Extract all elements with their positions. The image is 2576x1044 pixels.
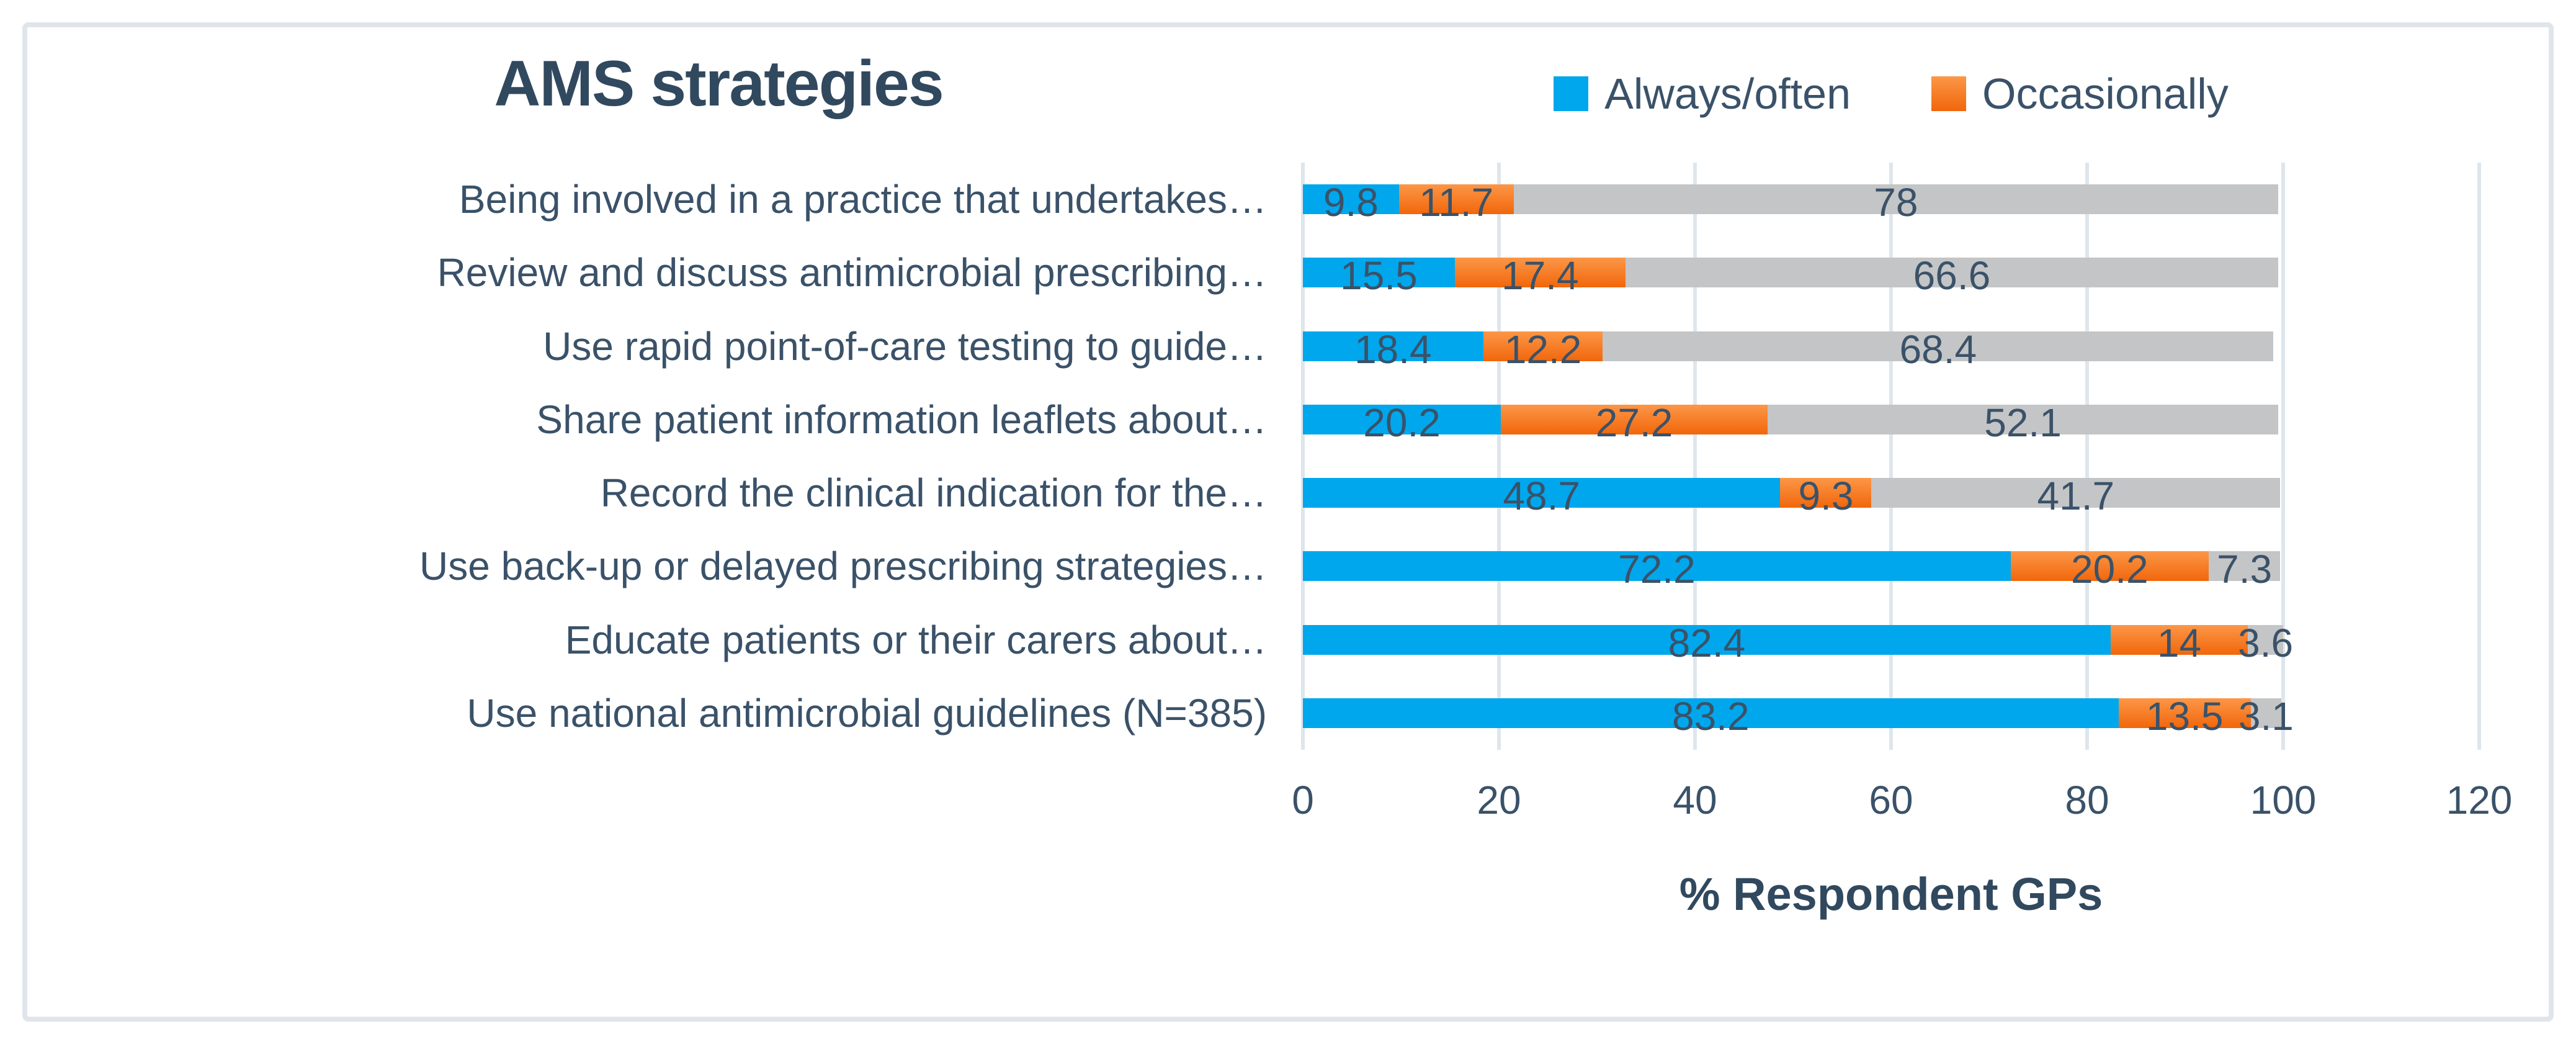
legend-swatch-always-often-icon <box>1554 76 1589 111</box>
x-tick-120: 120 <box>2446 778 2513 822</box>
gridline-80 <box>2085 163 2089 750</box>
bar-value-label: 78 <box>1874 180 1918 225</box>
bar-segment-occasionally <box>1454 258 1626 288</box>
bar-segment-occasionally <box>2110 624 2248 655</box>
x-tick-80: 80 <box>2065 778 2109 822</box>
legend: Always/often Occasionally <box>1303 60 2479 128</box>
bar-value-label: 48.7 <box>1503 474 1580 519</box>
gridline-20 <box>1497 163 1501 750</box>
bar-value-label: 17.4 <box>1501 253 1579 299</box>
bar-segment-remainder <box>1603 331 2274 361</box>
x-axis-title: % Respondent GPs <box>1679 868 2103 920</box>
bar-value-label: 20.2 <box>2071 547 2149 592</box>
bar-value-label: 14 <box>2157 620 2202 665</box>
bar-segment-remainder <box>2208 551 2281 582</box>
category-label: Use rapid point-of-care testing to guide… <box>543 323 1267 369</box>
legend-label-occasionally: Occasionally <box>1982 70 2229 118</box>
category-label: Review and discuss antimicrobial prescri… <box>437 250 1267 295</box>
x-tick-60: 60 <box>1869 778 1913 822</box>
bar-segment-remainder <box>1871 478 2281 508</box>
bar-segment-remainder <box>1513 184 2279 215</box>
legend-label-always-often: Always/often <box>1604 70 1851 118</box>
gridline-100 <box>2281 163 2285 750</box>
bar-segment-occasionally <box>2010 551 2209 582</box>
bar-segment-occasionally <box>1501 404 1768 434</box>
bar-value-label: 27.2 <box>1595 400 1673 445</box>
category-label: Use back-up or delayed prescribing strat… <box>419 544 1267 589</box>
bar-segment-occasionally <box>1483 331 1603 361</box>
bar-value-label: 18.4 <box>1354 326 1432 372</box>
bar-segment-always-often <box>1303 624 2111 655</box>
bar-segment-remainder <box>2248 624 2283 655</box>
bar-value-label: 9.3 <box>1798 474 1854 519</box>
gridline-120 <box>2477 163 2481 750</box>
x-tick-20: 20 <box>1477 778 1521 822</box>
legend-swatch-occasionally-icon <box>1931 76 1967 111</box>
bar-value-label: 52.1 <box>1984 400 2062 445</box>
category-label: Record the clinical indication for the… <box>600 470 1267 516</box>
bar-value-label: 20.2 <box>1363 400 1441 445</box>
bar-value-label: 3.6 <box>2238 620 2294 665</box>
bar-segment-always-often <box>1303 478 1781 508</box>
bar-segment-occasionally <box>1780 478 1872 508</box>
bar-value-label: 15.5 <box>1340 253 1418 299</box>
gridline-60 <box>1889 163 1893 750</box>
bar-value-label: 66.6 <box>1913 253 1991 299</box>
category-label: Educate patients or their carers about… <box>565 617 1267 662</box>
x-tick-40: 40 <box>1673 778 1717 822</box>
bar-value-label: 11.7 <box>1419 180 1494 225</box>
chart-title: AMS strategies <box>494 48 944 120</box>
bar-segment-remainder <box>1625 258 2279 288</box>
bar-value-label: 72.2 <box>1618 547 1696 592</box>
bar-value-label: 41.7 <box>2037 474 2115 519</box>
bar-value-label: 83.2 <box>1671 693 1750 739</box>
bar-segment-always-often <box>1303 404 1501 434</box>
legend-item-occasionally: Occasionally <box>1931 69 2229 119</box>
bar-value-label: 68.4 <box>1899 326 1977 372</box>
bar-segment-occasionally <box>2118 698 2251 728</box>
category-label: Being involved in a practice that undert… <box>458 177 1267 222</box>
bar-segment-always-often <box>1303 698 2119 728</box>
bar-segment-always-often <box>1303 184 1399 215</box>
bar-value-label: 82.4 <box>1668 620 1746 665</box>
x-tick-0: 0 <box>1292 778 1314 822</box>
category-label: Share patient information leaflets about… <box>536 397 1267 442</box>
bar-segment-always-often <box>1303 258 1455 288</box>
x-tick-100: 100 <box>2250 778 2317 822</box>
gridline-0 <box>1301 163 1305 750</box>
bar-segment-always-often <box>1303 551 2011 582</box>
bar-value-label: 7.3 <box>2217 547 2273 592</box>
bar-segment-remainder <box>1767 404 2279 434</box>
bar-segment-always-often <box>1303 331 1483 361</box>
bar-value-label: 3.1 <box>2238 693 2294 739</box>
legend-item-always-often: Always/often <box>1554 69 1851 119</box>
bar-segment-remainder <box>2250 698 2281 728</box>
bar-value-label: 13.5 <box>2145 693 2224 739</box>
category-label: Use national antimicrobial guidelines (N… <box>467 690 1267 736</box>
bar-segment-occasionally <box>1398 184 1514 215</box>
bar-value-label: 12.2 <box>1504 326 1582 372</box>
gridline-40 <box>1693 163 1697 750</box>
bar-value-label: 9.8 <box>1323 180 1379 225</box>
